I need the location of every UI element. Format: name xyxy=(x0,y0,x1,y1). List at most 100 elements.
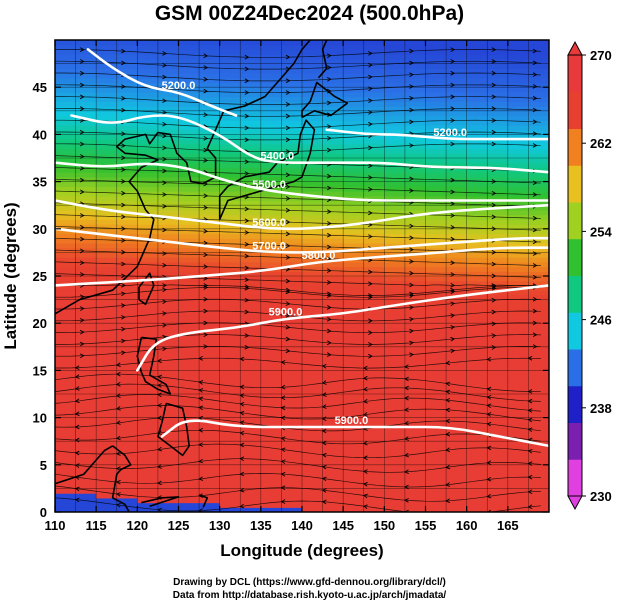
stream-arrow xyxy=(368,234,373,239)
stream-arrow xyxy=(203,264,209,269)
stream-arrow xyxy=(244,265,250,271)
stream-arrow xyxy=(162,227,167,233)
stream-arrow xyxy=(527,489,533,495)
colorbar-swatch xyxy=(568,312,582,350)
stream-arrow xyxy=(362,504,368,509)
stream-arrow xyxy=(532,320,538,326)
stream-arrow xyxy=(527,398,533,404)
stream-arrow xyxy=(532,227,538,233)
stream-arrow xyxy=(532,107,538,113)
stream-arrow xyxy=(404,376,409,382)
y-tick-label: 45 xyxy=(33,80,47,95)
stream-arrow xyxy=(527,461,533,466)
y-tick-label: 0 xyxy=(40,505,47,520)
stream-arrow xyxy=(362,412,368,417)
stream-arrow xyxy=(404,407,409,413)
stream-arrow xyxy=(285,313,291,318)
stream-arrow xyxy=(121,202,126,208)
stream-arrow xyxy=(79,154,85,159)
streamline xyxy=(55,373,541,392)
streamline xyxy=(55,84,541,94)
stream-arrow xyxy=(326,340,332,346)
stream-arrow xyxy=(450,82,456,88)
stream-arrow xyxy=(115,393,121,399)
stream-arrow xyxy=(409,305,414,310)
stream-arrow xyxy=(79,236,85,242)
stream-arrow xyxy=(368,74,373,80)
stream-arrow xyxy=(74,411,80,417)
stream-arrow xyxy=(121,48,126,54)
stream-arrow xyxy=(74,374,80,379)
stream-arrow xyxy=(244,54,250,60)
contour-line xyxy=(160,419,549,448)
stream-arrow xyxy=(409,143,414,148)
stream-arrow xyxy=(244,345,250,350)
stream-arrow xyxy=(203,136,209,141)
stream-arrow xyxy=(450,94,456,100)
stream-arrow xyxy=(532,192,538,197)
stream-arrow xyxy=(239,356,245,362)
streamline xyxy=(55,394,541,412)
stream-arrow xyxy=(532,263,538,268)
stream-arrow xyxy=(285,102,291,107)
stream-arrow xyxy=(203,240,209,246)
stream-arrow xyxy=(244,206,250,212)
stream-arrow xyxy=(162,311,167,316)
stream-arrow xyxy=(121,179,126,184)
stream-arrow xyxy=(244,218,250,224)
stream-arrow xyxy=(527,427,533,432)
stream-arrow xyxy=(115,502,121,508)
coastline xyxy=(111,445,132,512)
stream-arrow xyxy=(491,297,497,303)
stream-arrow xyxy=(74,486,80,492)
streamline xyxy=(55,416,541,432)
stream-arrow xyxy=(404,452,409,458)
stream-arrow xyxy=(532,48,538,54)
stream-arrow xyxy=(285,184,291,190)
stream-arrow xyxy=(404,385,409,391)
stream-arrow xyxy=(244,242,250,247)
streamline xyxy=(55,143,541,153)
stream-arrow xyxy=(450,313,456,318)
stream-arrow xyxy=(157,430,162,435)
colorbar-min-arrow xyxy=(567,495,583,511)
stream-arrow xyxy=(326,76,332,82)
stream-arrow xyxy=(491,309,497,315)
stream-arrow xyxy=(285,219,291,225)
height-contours: 5200.0 5200.0 5400.0 5500.0 5600.0 5700.0 5800… xyxy=(55,48,549,448)
stream-arrow xyxy=(445,482,451,487)
stream-arrow xyxy=(491,202,497,208)
stream-arrow xyxy=(115,451,121,456)
stream-arrow xyxy=(115,479,121,485)
stream-arrow xyxy=(532,60,538,66)
contour-line xyxy=(55,227,549,254)
stream-arrow xyxy=(491,106,497,111)
stream-arrow xyxy=(203,88,209,94)
streamline xyxy=(55,298,541,310)
stream-arrow xyxy=(404,364,409,369)
stream-arrow xyxy=(450,225,456,230)
stream-arrow xyxy=(285,231,291,237)
stream-arrow xyxy=(285,113,291,119)
stream-arrow xyxy=(198,442,203,447)
stream-arrow xyxy=(409,84,414,89)
stream-arrow xyxy=(368,86,373,92)
streamline xyxy=(55,383,541,402)
stream-arrow xyxy=(450,301,456,307)
colorbar-swatch xyxy=(568,91,582,129)
stream-arrow xyxy=(280,436,286,441)
streamline xyxy=(55,405,541,422)
stream-arrow xyxy=(450,236,456,242)
stream-arrow xyxy=(79,329,85,335)
stream-arrow xyxy=(115,406,121,411)
contour-label: 5600.0 xyxy=(252,217,286,229)
stream-arrow xyxy=(162,322,167,328)
stream-arrow xyxy=(157,415,162,421)
stream-arrow xyxy=(491,141,497,147)
stream-arrow xyxy=(532,215,538,221)
stream-arrow xyxy=(532,180,538,186)
stream-arrow xyxy=(491,214,497,220)
stream-arrow xyxy=(326,53,332,59)
stream-arrow xyxy=(450,118,456,123)
stream-arrow xyxy=(157,392,162,398)
